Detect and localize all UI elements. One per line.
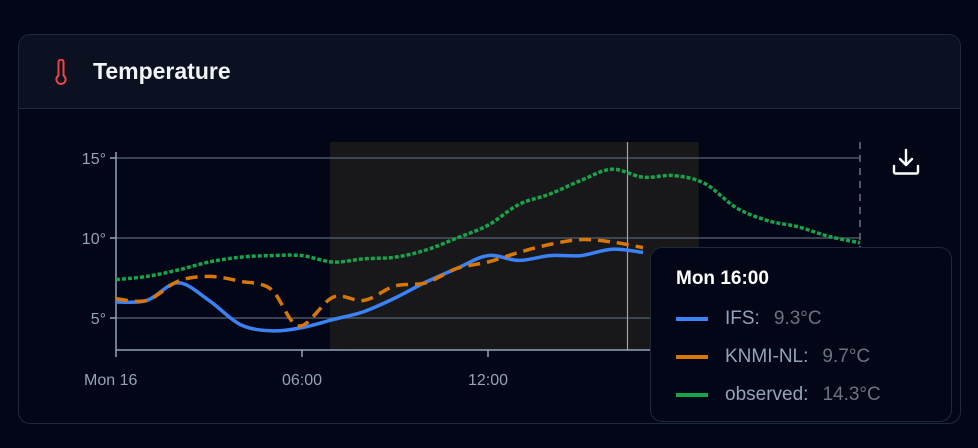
tooltip-row-knmi: KNMI-NL: 9.7°C bbox=[676, 346, 870, 368]
tooltip-label: KNMI-NL: bbox=[725, 346, 809, 367]
tooltip-row-observed: observed: 14.3°C bbox=[676, 384, 881, 406]
tooltip-row-ifs: IFS: 9.3°C bbox=[676, 308, 822, 330]
thermometer-icon bbox=[55, 58, 67, 85]
card-title: Temperature bbox=[93, 58, 231, 84]
legend-swatch-observed bbox=[676, 393, 708, 397]
tooltip-value: 14.3°C bbox=[822, 384, 881, 405]
tooltip-label: observed: bbox=[725, 384, 809, 405]
card-header: Temperature bbox=[19, 35, 960, 109]
x-tick-label: Mon 16 bbox=[84, 372, 137, 389]
temperature-card: Temperature bbox=[18, 34, 961, 424]
tooltip-label: IFS: bbox=[725, 308, 760, 329]
legend-swatch-ifs bbox=[676, 317, 708, 321]
tooltip-value: 9.7°C bbox=[822, 346, 871, 367]
y-tick-label: 15° bbox=[82, 151, 106, 168]
legend-swatch-knmi bbox=[676, 355, 708, 359]
download-icon[interactable] bbox=[890, 146, 922, 178]
y-tick-label: 5° bbox=[91, 311, 106, 328]
series-line-observed bbox=[115, 167, 861, 282]
tooltip-title: Mon 16:00 bbox=[676, 268, 769, 289]
y-tick-label: 10° bbox=[82, 231, 106, 248]
chart-tooltip: Mon 16:00 IFS: 9.3°C KNMI-NL: 9.7°C obse… bbox=[650, 247, 952, 422]
daylight-band bbox=[329, 142, 699, 350]
series-line-knmi-nl bbox=[115, 237, 644, 328]
tooltip-value: 9.3°C bbox=[773, 308, 822, 329]
x-tick-label: 12:00 bbox=[468, 372, 508, 389]
series-line-ifs bbox=[115, 247, 644, 333]
x-tick-label: 06:00 bbox=[282, 372, 322, 389]
